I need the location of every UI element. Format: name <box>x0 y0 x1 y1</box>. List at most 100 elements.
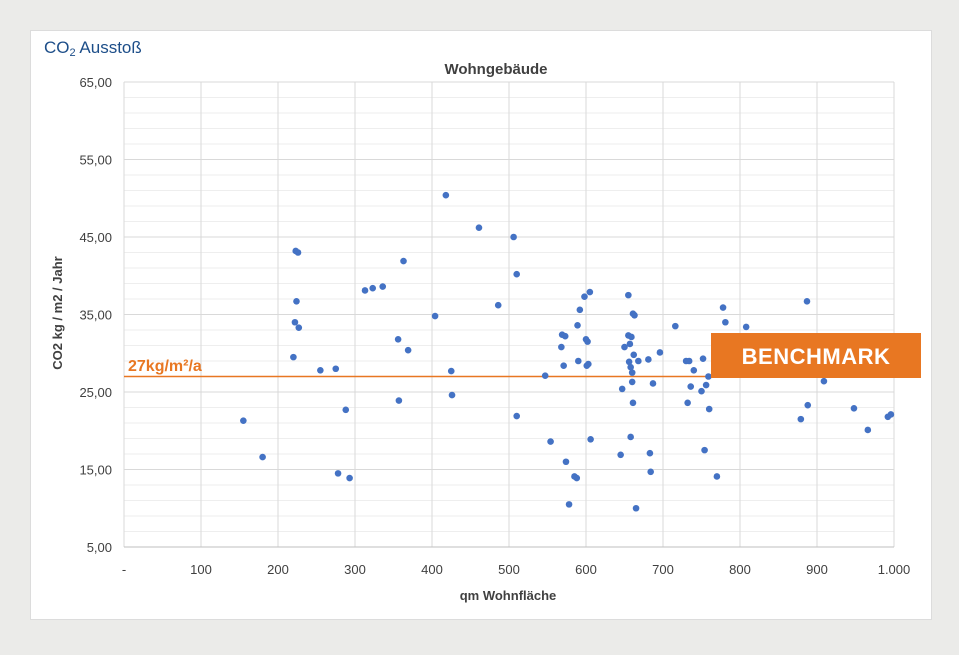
data-point <box>702 381 710 389</box>
data-point <box>722 318 729 326</box>
benchmark-badge-box <box>711 333 921 378</box>
x-tick-label: 100 <box>190 562 212 577</box>
data-point <box>290 353 297 361</box>
data-point <box>585 360 592 368</box>
data-point <box>494 301 502 309</box>
x-tick-label: 700 <box>652 562 674 577</box>
data-point <box>649 380 657 387</box>
x-tick-label: 900 <box>806 562 828 577</box>
benchmark-value-label: 27kg/m²/a <box>128 358 202 375</box>
data-point <box>850 404 858 412</box>
data-point <box>701 446 708 454</box>
y-tick-label: 55,00 <box>79 153 112 168</box>
data-point <box>630 351 638 359</box>
y-tick-label: 65,00 <box>79 75 112 90</box>
data-point <box>628 333 635 341</box>
data-point <box>565 501 573 508</box>
grid-lines <box>123 81 895 548</box>
data-point <box>442 191 450 199</box>
data-point <box>672 322 679 330</box>
y-tick-label: 5,00 <box>87 540 112 555</box>
data-point <box>342 406 350 414</box>
data-point <box>719 304 727 311</box>
x-tick-label: 1.000 <box>878 562 911 577</box>
y-tick-label: 15,00 <box>79 463 112 478</box>
data-point <box>628 369 636 376</box>
data-point <box>742 323 750 331</box>
data-points <box>240 191 895 512</box>
data-point <box>584 338 591 345</box>
data-point <box>448 391 456 399</box>
data-point <box>510 233 517 241</box>
data-point <box>797 415 805 423</box>
data-point <box>656 349 664 356</box>
y-tick-label: 45,00 <box>79 230 112 245</box>
data-point <box>621 343 628 351</box>
data-point <box>687 383 695 390</box>
data-point <box>690 367 698 374</box>
data-point <box>635 357 642 365</box>
x-tick-label: 500 <box>498 562 520 577</box>
data-point <box>558 343 565 351</box>
data-point <box>626 340 634 348</box>
data-point <box>291 318 299 326</box>
data-point <box>541 372 549 380</box>
x-tick-label: 600 <box>575 562 597 577</box>
x-tick-label: 400 <box>421 562 443 577</box>
benchmark-badge: BENCHMARK <box>711 333 921 378</box>
data-point <box>513 270 520 278</box>
x-tick-label: 200 <box>267 562 289 577</box>
data-point <box>887 411 895 418</box>
x-tick-label: 800 <box>729 562 751 577</box>
data-point <box>698 387 705 395</box>
data-point <box>334 470 342 477</box>
data-point <box>627 363 634 371</box>
data-point <box>820 377 828 385</box>
data-point <box>803 298 811 305</box>
chart-title: Wohngebäude <box>444 61 547 78</box>
data-point <box>684 399 691 407</box>
x-tick-label: 300 <box>344 562 366 577</box>
data-point <box>395 397 403 404</box>
brand-prefix: CO <box>44 38 70 57</box>
data-point <box>628 378 636 386</box>
data-point <box>586 288 594 296</box>
tick-labels: - 100 200 300 400 500 600 700 800 900 1.000 5,00 15,… <box>79 75 910 577</box>
data-point <box>294 249 302 256</box>
data-point <box>513 412 520 420</box>
data-point <box>629 399 637 407</box>
data-point <box>804 401 812 409</box>
data-point <box>400 257 407 265</box>
data-point <box>627 433 634 441</box>
brand-title: CO2 Ausstoß <box>44 38 142 59</box>
data-point <box>259 453 266 461</box>
data-point <box>369 284 377 292</box>
data-point <box>547 438 554 445</box>
data-point <box>699 355 707 362</box>
benchmark-badge-text: BENCHMARK <box>742 344 891 369</box>
data-point <box>560 362 567 369</box>
data-point <box>573 474 581 482</box>
data-point <box>575 357 582 365</box>
data-point <box>475 224 483 231</box>
y-tick-label: 35,00 <box>79 308 112 323</box>
data-point <box>332 365 340 373</box>
data-point <box>581 293 588 300</box>
data-point <box>379 283 387 290</box>
data-point <box>404 346 412 354</box>
data-point <box>295 324 303 331</box>
data-point <box>587 435 594 443</box>
x-tick-label: - <box>122 562 126 577</box>
x-axis-label: qm Wohnfläche <box>460 588 557 603</box>
data-point <box>574 322 581 329</box>
data-point <box>431 312 439 320</box>
data-point <box>631 311 638 319</box>
data-point <box>625 358 633 366</box>
data-point <box>617 451 624 459</box>
y-axis-label: CO2 kg / m2 / Jahr <box>50 256 65 369</box>
data-point <box>618 385 626 393</box>
data-point <box>685 357 693 365</box>
data-point <box>632 504 640 512</box>
data-point <box>346 474 353 482</box>
